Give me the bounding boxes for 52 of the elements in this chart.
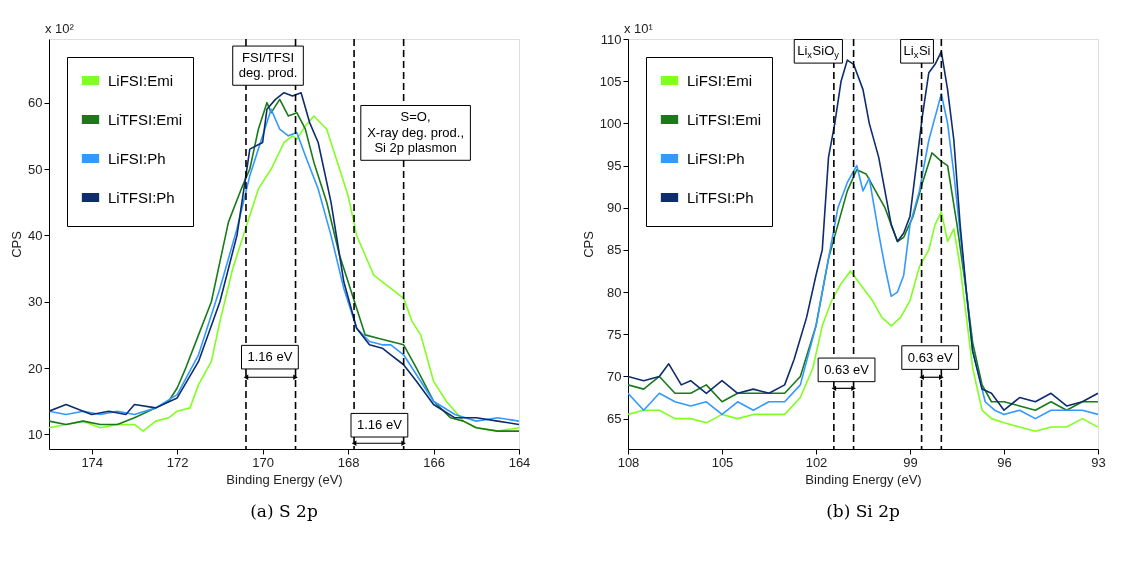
x-tick-label: 108 bbox=[617, 454, 640, 470]
x-axis-title: Binding Energy (eV) bbox=[226, 471, 343, 487]
text: x 10² bbox=[45, 21, 75, 36]
text: (b) Si 2p bbox=[826, 501, 900, 521]
line-series bbox=[628, 152, 1098, 411]
y-tick-label: 105 bbox=[599, 73, 622, 89]
annotation: 1.16 eV bbox=[357, 417, 403, 433]
x-axis-title: Binding Energy (eV) bbox=[805, 471, 922, 487]
y-tick-label: 60 bbox=[28, 95, 43, 111]
x-tick-label: 168 bbox=[337, 454, 360, 470]
legend-label: LiFSI:Emi bbox=[108, 71, 174, 89]
x-tick-label: 105 bbox=[711, 454, 734, 470]
annotation: 1.16 eV bbox=[247, 349, 293, 365]
legend-label: LiTFSI:Emi bbox=[687, 110, 762, 128]
y-axis-title: CPS bbox=[9, 230, 25, 258]
y-tick-label: 50 bbox=[28, 161, 43, 177]
x-tick-label: 172 bbox=[166, 454, 189, 470]
line-series bbox=[628, 211, 1098, 433]
legend-label: LiFSI:Ph bbox=[108, 149, 166, 167]
text: (a) S 2p bbox=[250, 501, 318, 521]
y-tick-label: 20 bbox=[28, 360, 43, 376]
x-tick-label: 96 bbox=[997, 454, 1012, 470]
x-tick-label: 166 bbox=[423, 454, 445, 470]
annotation: FSI/TFSI deg. prod. bbox=[238, 49, 298, 81]
x-tick-label: 93 bbox=[1091, 454, 1106, 470]
y-tick-label: 65 bbox=[607, 411, 622, 427]
y-tick-label: 70 bbox=[607, 368, 622, 384]
x-tick-label: 174 bbox=[81, 454, 104, 470]
legend-label: LiTFSI:Ph bbox=[687, 188, 754, 206]
x-tick-label: 99 bbox=[903, 454, 918, 470]
y-tick-label: 85 bbox=[607, 242, 622, 258]
legend-label: LiFSI:Emi bbox=[687, 71, 753, 89]
x-tick-label: 170 bbox=[252, 454, 274, 470]
y-tick-label: 110 bbox=[600, 31, 622, 47]
x-tick-label: 102 bbox=[805, 454, 828, 470]
y-tick-label: 30 bbox=[28, 294, 43, 310]
y-tick-label: 95 bbox=[607, 158, 622, 174]
y-tick-label: 80 bbox=[607, 284, 622, 300]
annotation: S=O, X-ray deg. prod., Si 2p plasmon bbox=[367, 109, 465, 156]
text: x 10¹ bbox=[624, 21, 654, 36]
legend-label: LiFSI:Ph bbox=[687, 149, 745, 167]
y-tick-label: 100 bbox=[599, 115, 622, 131]
y-axis-title: CPS bbox=[580, 230, 596, 258]
x-tick-label: 164 bbox=[508, 454, 531, 470]
y-tick-label: 75 bbox=[607, 326, 622, 342]
y-tick-label: 10 bbox=[28, 426, 43, 442]
legend-label: LiTFSI:Emi bbox=[108, 110, 183, 128]
y-tick-label: 90 bbox=[607, 200, 622, 216]
legend-label: LiTFSI:Ph bbox=[108, 188, 175, 206]
annotation: 0.63 eV bbox=[824, 361, 870, 377]
y-tick-label: 40 bbox=[28, 227, 43, 243]
annotation: 0.63 eV bbox=[907, 349, 953, 365]
